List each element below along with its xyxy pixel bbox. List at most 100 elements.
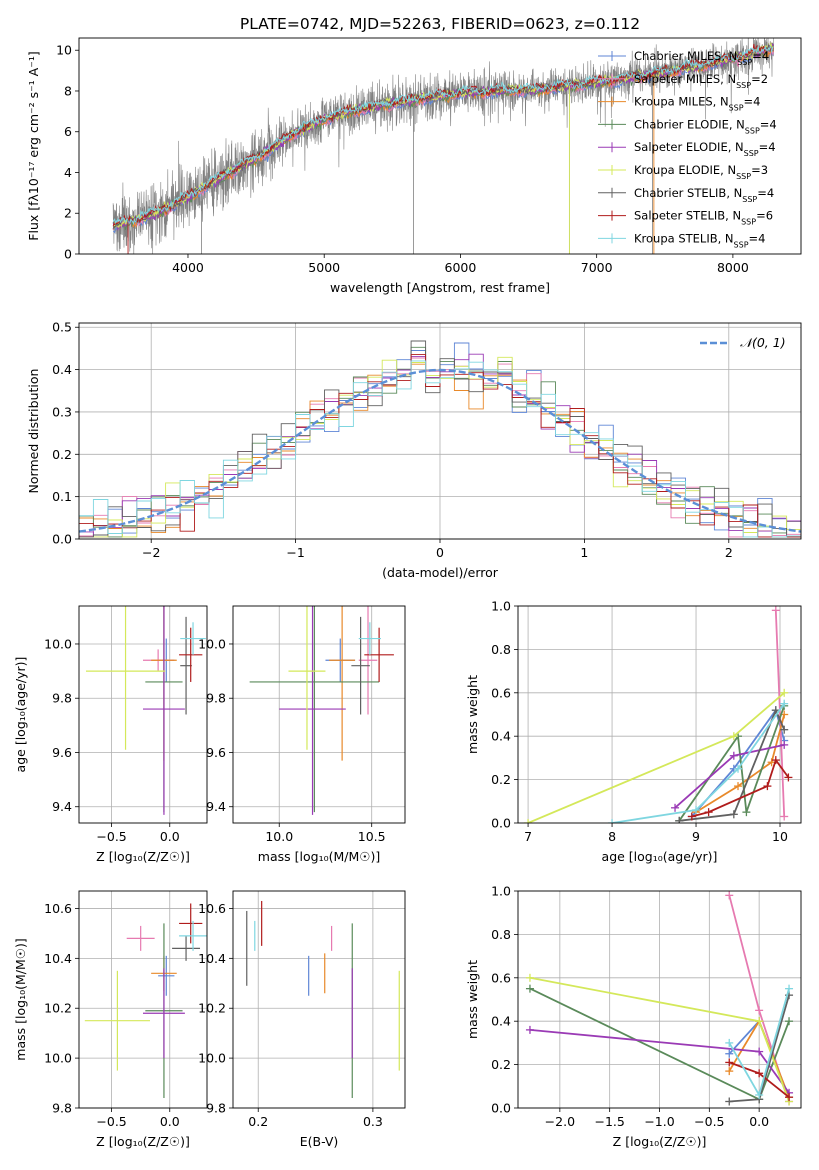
plot-area <box>85 606 206 815</box>
plot-area <box>249 606 394 815</box>
x-tick-label: 8000 <box>717 260 749 275</box>
plot-area <box>84 903 207 1099</box>
x-axis-label: Z [log₁₀(Z/Z☉)] <box>96 849 190 864</box>
weight-line <box>678 705 786 822</box>
x-tick-label: −0.5 <box>96 829 126 844</box>
chart-age_vs_mass: 10.0 10.5 9.4 9.6 9.8 10.0 mass [log₁₀(M/M☉)] <box>198 605 406 864</box>
y-tick-label: 9.6 <box>206 745 226 760</box>
legend-entry: Chabrier MILES, NSSP=4 <box>634 49 769 67</box>
x-tick-label: 0 <box>436 545 444 560</box>
x-axis-label: (data-model)/error <box>382 565 499 580</box>
x-axis-label: E(B-V) <box>300 1134 339 1149</box>
y-tick-label: 0.2 <box>491 772 511 787</box>
y-tick-label: 9.4 <box>206 799 226 814</box>
x-axis-label: wavelength [Angstrom, rest frame] <box>330 280 550 295</box>
y-tick-label: 0.5 <box>52 320 72 335</box>
x-tick-label: 2 <box>725 545 733 560</box>
y-tick-label: 4 <box>64 165 72 180</box>
x-tick-label: 8 <box>608 829 616 844</box>
y-tick-label: 2 <box>64 206 72 221</box>
y-tick-label: 0.8 <box>491 927 511 942</box>
chart-massweight_vs_Z: −2.0 −1.5 −1.0 −0.5 0.0 0.0 0.2 0.4 0.6 0.8 1.0 Z [… <box>465 884 802 1149</box>
y-axis-label: Normed distribution <box>26 369 41 494</box>
x-tick-label: 0.2 <box>248 1114 268 1129</box>
x-tick-label: 4000 <box>172 260 204 275</box>
y-tick-label: 10.0 <box>198 636 226 651</box>
x-tick-label: −1.0 <box>644 1114 674 1129</box>
y-tick-label: 0 <box>64 247 72 262</box>
x-tick-label: 10.5 <box>358 829 386 844</box>
y-tick-label: 0.2 <box>52 447 72 462</box>
axes-frame <box>232 605 406 824</box>
y-tick-label: 9.4 <box>52 799 72 814</box>
x-tick-label: 0.0 <box>160 1114 180 1129</box>
axes-frame <box>78 37 802 255</box>
y-tick-label: 0.4 <box>491 1014 511 1029</box>
x-axis-label: Z [log₁₀(Z/Z☉)] <box>613 1134 707 1149</box>
y-tick-label: 10.6 <box>198 901 226 916</box>
x-tick-label: 5000 <box>308 260 340 275</box>
legend-entry: Salpeter STELIB, NSSP=6 <box>634 209 773 227</box>
x-tick-label: 0.0 <box>160 829 180 844</box>
plot-area <box>524 606 793 823</box>
legend-entry: Kroupa MILES, NSSP=4 <box>634 95 760 113</box>
x-axis-label: Z [log₁₀(Z/Z☉)] <box>96 1134 190 1149</box>
weight-line <box>774 610 786 817</box>
y-tick-label: 0.4 <box>491 729 511 744</box>
x-tick-label: 7 <box>524 829 532 844</box>
weight-line <box>679 707 786 822</box>
x-tick-label: −0.5 <box>96 1114 126 1129</box>
chart-massweight_vs_age: 7 8 9 10 0.0 0.2 0.4 0.6 0.8 1.0 age [log₁₀(age/yr… <box>465 599 802 864</box>
y-tick-label: 0.8 <box>491 642 511 657</box>
y-tick-label: 0.4 <box>52 362 72 377</box>
y-tick-label: 9.8 <box>206 1101 226 1116</box>
x-tick-label: 1 <box>580 545 588 560</box>
plot-area <box>79 340 801 539</box>
chart-mass_vs_Z: −0.5 0.0 9.8 10.0 10.2 10.4 10.6 Z [log₁₀(Z/Z☉)… <box>13 890 208 1149</box>
weight-line <box>611 703 785 823</box>
legend-entry: Kroupa ELODIE, NSSP=3 <box>634 163 768 181</box>
plot-area <box>246 900 400 1099</box>
y-tick-label: 9.8 <box>52 691 72 706</box>
normal-curve <box>79 368 801 533</box>
axes-frame <box>78 890 208 1109</box>
x-tick-label: 6000 <box>445 260 477 275</box>
x-tick-label: 10 <box>772 829 788 844</box>
plot-area <box>112 38 774 254</box>
y-tick-label: 0.0 <box>491 1101 511 1116</box>
x-tick-label: 0.0 <box>749 1114 769 1129</box>
y-tick-label: 10.4 <box>198 951 226 966</box>
spectrum-model-line <box>112 42 774 231</box>
y-tick-label: 9.6 <box>52 745 72 760</box>
y-tick-label: 0.6 <box>491 685 511 700</box>
x-tick-label: −1.5 <box>594 1114 624 1129</box>
x-axis-label: mass [log₁₀(M/M☉)] <box>258 849 380 864</box>
legend-entry: Kroupa STELIB, NSSP=4 <box>634 231 765 249</box>
figure-title: PLATE=0742, MJD=52263, FIBERID=0623, z=0… <box>240 15 640 33</box>
x-tick-label: −0.5 <box>694 1114 724 1129</box>
x-tick-label: −2.0 <box>545 1114 575 1129</box>
x-tick-label: 10.0 <box>265 829 293 844</box>
x-axis-label: age [log₁₀(age/yr)] <box>602 849 718 864</box>
x-tick-label: 9 <box>692 829 700 844</box>
y-tick-label: 0.2 <box>491 1057 511 1072</box>
residual-histogram <box>79 354 801 539</box>
legend-entry: Chabrier STELIB, NSSP=4 <box>634 186 774 204</box>
y-tick-label: 0.1 <box>52 489 72 504</box>
y-axis-label: Flux [fλ10⁻¹⁷ erg cm⁻² s⁻¹ A⁻¹] <box>26 51 41 240</box>
legend-entry: Salpeter ELODIE, NSSP=4 <box>634 140 776 158</box>
x-tick-label: −1 <box>286 545 304 560</box>
y-tick-label: 0.6 <box>491 970 511 985</box>
y-tick-label: 9.8 <box>52 1101 72 1116</box>
y-tick-label: 0.3 <box>52 404 72 419</box>
chart-age_vs_Z: −0.5 0.0 9.4 9.6 9.8 10.0 Z [log₁₀(Z/Z☉)] age [… <box>13 605 208 864</box>
y-tick-label: 1.0 <box>491 599 511 614</box>
y-tick-label: 0.0 <box>491 816 511 831</box>
y-tick-label: 10 <box>56 43 72 58</box>
x-tick-label: −2 <box>142 545 160 560</box>
y-axis-label: mass weight <box>465 960 480 1039</box>
weight-line <box>695 714 786 813</box>
y-tick-label: 8 <box>64 83 72 98</box>
